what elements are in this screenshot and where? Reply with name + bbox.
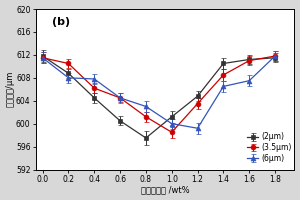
Legend: (2μm), (3.5μm), (6μm): (2μm), (3.5μm), (6μm): [245, 131, 293, 164]
Text: (b): (b): [52, 17, 70, 27]
Y-axis label: 磨痕直径/μm: 磨痕直径/μm: [6, 71, 15, 107]
X-axis label: 添加剑浓度 /wt%: 添加剑浓度 /wt%: [141, 185, 190, 194]
